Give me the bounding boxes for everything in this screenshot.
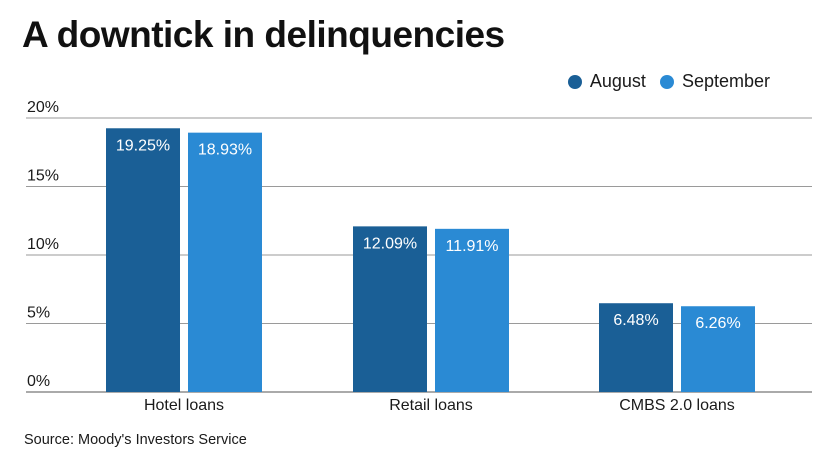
x-tick-label: Hotel loans [144, 397, 224, 414]
bar-september-2 [681, 306, 755, 392]
bar-august-0 [106, 128, 180, 392]
bar-september-0 [188, 132, 262, 392]
x-tick-label: CMBS 2.0 loans [619, 397, 735, 414]
legend: August September [567, 71, 770, 92]
data-label: 6.26% [695, 315, 740, 332]
bar-august-2 [599, 303, 673, 392]
y-tick-label: 5% [27, 305, 50, 322]
legend-label-september: September [681, 71, 770, 91]
legend-label-august: August [589, 71, 646, 91]
data-label: 6.48% [613, 312, 658, 329]
legend-swatch-september [659, 74, 674, 89]
y-tick-label: 0% [27, 373, 50, 390]
source-note: Source: Moody's Investors Service [24, 432, 247, 448]
legend-item-august: August [567, 71, 646, 92]
data-label: 12.09% [363, 235, 417, 252]
x-tick-label: Retail loans [389, 397, 473, 414]
data-label: 18.93% [198, 142, 252, 159]
data-label: 11.91% [445, 238, 498, 255]
bar-august-1 [353, 226, 427, 392]
chart-title: A downtick in delinquencies [22, 14, 505, 55]
y-tick-label: 15% [27, 168, 59, 185]
legend-swatch-august [567, 74, 582, 89]
y-tick-label: 10% [27, 236, 59, 253]
y-tick-label: 20% [27, 99, 59, 116]
data-label: 19.25% [116, 137, 170, 154]
bar-september-1 [435, 228, 509, 392]
legend-item-september: September [659, 71, 770, 92]
